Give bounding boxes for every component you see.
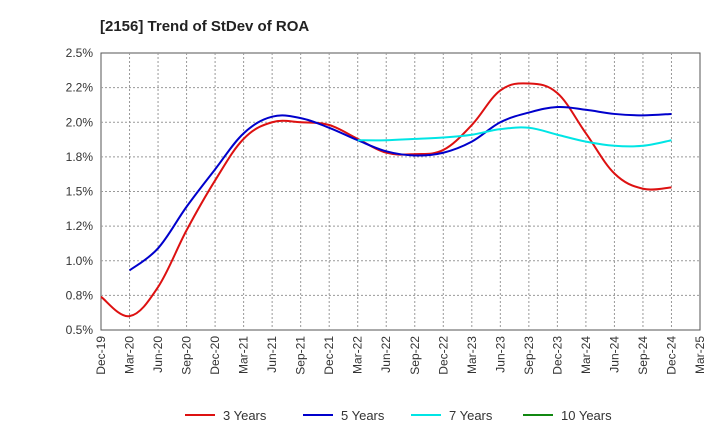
series-lines: [100, 82, 672, 318]
series-line-3-years: [100, 82, 672, 318]
x-tick-label: Jun-24: [607, 336, 621, 373]
series-line-7-years: [357, 126, 672, 148]
y-tick-label: 2.2%: [66, 81, 94, 95]
x-tick-label: Sep-23: [522, 336, 536, 375]
x-tick-label: Dec-23: [550, 336, 564, 375]
y-tick-label: 2.0%: [66, 115, 94, 129]
x-tick-label: Sep-24: [636, 336, 650, 375]
x-tick-label: Sep-21: [294, 336, 308, 375]
y-tick-label: 1.8%: [66, 150, 94, 164]
y-tick-label: 2.5%: [66, 46, 94, 60]
x-tick-label: Mar-21: [237, 336, 251, 374]
x-tick-label: Dec-19: [94, 336, 108, 375]
legend-label: 10 Years: [561, 408, 612, 423]
y-tick-label: 1.0%: [66, 254, 94, 268]
plot-area: [100, 52, 701, 331]
legend-label: 3 Years: [223, 408, 267, 423]
chart-title: [2156] Trend of StDev of ROA: [100, 18, 309, 35]
x-tick-label: Dec-21: [322, 336, 336, 375]
x-tick-label: Mar-22: [351, 336, 365, 374]
y-tick-label: 1.5%: [66, 185, 94, 199]
legend-label: 7 Years: [449, 408, 493, 423]
x-tick-label: Dec-22: [436, 336, 450, 375]
series-line-5-years: [128, 105, 672, 272]
x-axis-ticks: Dec-19 Mar-20 Jun-20 Sep-20 Dec-20 Mar-21 Jun-…: [94, 336, 707, 375]
x-tick-label: Mar-23: [465, 336, 479, 374]
x-tick-label: Sep-22: [408, 336, 422, 375]
y-tick-label: 1.2%: [66, 219, 94, 233]
x-tick-label: Jun-23: [493, 336, 507, 373]
x-tick-label: Mar-20: [123, 336, 137, 374]
legend: 3 Years 5 Years 7 Years 10 Years: [185, 408, 612, 423]
x-tick-label: Dec-24: [664, 336, 678, 375]
x-tick-label: Jun-20: [151, 336, 165, 373]
x-tick-label: Jun-21: [265, 336, 279, 373]
y-tick-label: 0.8%: [66, 288, 94, 302]
x-tick-label: Dec-20: [208, 336, 222, 375]
x-tick-label: Mar-24: [579, 336, 593, 374]
legend-label: 5 Years: [341, 408, 385, 423]
y-tick-label: 0.5%: [66, 323, 94, 337]
x-tick-label: Sep-20: [180, 336, 194, 375]
x-tick-label: Mar-25: [693, 336, 707, 374]
x-tick-label: Jun-22: [379, 336, 393, 373]
y-axis-ticks: 0.5% 0.8% 1.0% 1.2% 1.5% 1.8% 2.0% 2.2% 2.5%: [66, 46, 94, 337]
